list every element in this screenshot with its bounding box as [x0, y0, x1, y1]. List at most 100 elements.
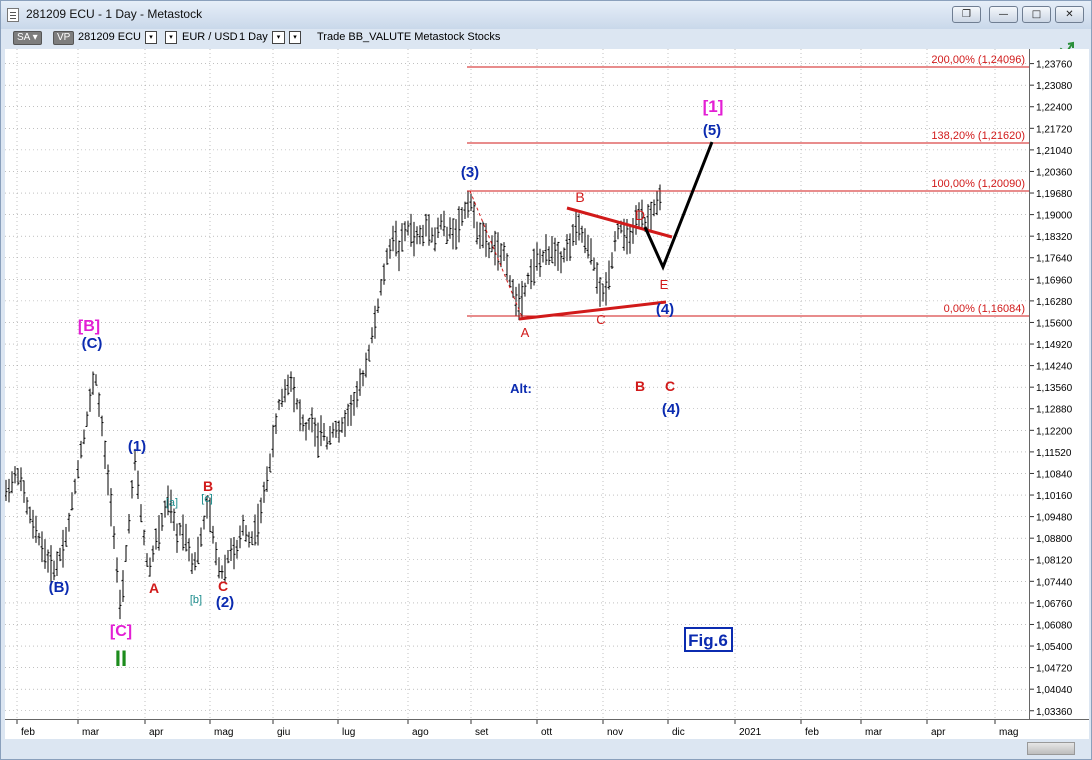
scrollbar-thumb[interactable]: [1027, 742, 1075, 755]
price-bar: [655, 190, 659, 216]
price-bar: [247, 531, 251, 548]
label-B-1: B: [203, 478, 213, 494]
close-button[interactable]: ✕: [1055, 6, 1084, 23]
price-bar: [295, 398, 299, 410]
price-bar: [190, 553, 194, 574]
price-tick-label: 1,18320: [1036, 232, 1073, 243]
label-C-alt: C: [665, 378, 675, 394]
minimize-button[interactable]: —: [989, 6, 1018, 23]
price-bar: [505, 253, 509, 282]
price-bar: [196, 536, 200, 565]
period-dropdown[interactable]: ▾: [272, 31, 285, 44]
label-B-2: B: [575, 189, 584, 205]
price-bar: [307, 417, 311, 430]
price-tick-label: 1,19000: [1036, 211, 1073, 222]
label-B-paren: (B): [49, 579, 70, 596]
price-bar: [418, 225, 422, 245]
price-bar: [274, 413, 278, 434]
price-bar: [145, 553, 149, 567]
price-bar: [316, 422, 320, 458]
price-bar: [7, 478, 11, 503]
label-B-alt: B: [635, 378, 645, 394]
price-bar: [244, 525, 248, 542]
label-C-bracket: [C]: [110, 623, 132, 640]
price-bar: [25, 497, 29, 515]
price-bar: [499, 243, 503, 268]
price-bar: [571, 224, 575, 246]
price-bar: [508, 275, 512, 288]
price-bar: [73, 478, 77, 495]
label-wave-1-bracket: [1]: [703, 97, 724, 116]
pair-dropdown[interactable]: ▾: [165, 31, 177, 44]
price-bar: [82, 429, 86, 445]
price-bar: [214, 542, 218, 566]
maximize-button[interactable]: □: [1022, 6, 1051, 23]
price-bar: [355, 381, 359, 408]
fib-100-label: 100,00% (1,20090): [931, 178, 1025, 190]
price-bar: [331, 422, 335, 438]
r-dropdown[interactable]: ▾: [289, 31, 301, 44]
price-tick-label: 1,14240: [1036, 362, 1073, 373]
pair-label: EUR / USD: [182, 31, 238, 43]
price-bar: [421, 224, 425, 247]
price-bar: [580, 225, 584, 243]
price-tick-label: 1,13560: [1036, 383, 1073, 394]
price-tick-label: 1,06080: [1036, 620, 1073, 631]
price-bar: [31, 509, 35, 539]
title-bar[interactable]: 281209 ECU - 1 Day - Metastock ❐ — □ ✕: [1, 1, 1091, 29]
label-C-2: C: [596, 312, 605, 327]
price-bar: [592, 257, 596, 271]
price-tick-label: 1,11520: [1036, 448, 1072, 459]
price-bar: [358, 368, 362, 396]
price-tick-label: 1,08120: [1036, 556, 1073, 567]
label-wave-2: (2): [216, 594, 234, 611]
vp-button[interactable]: VP: [53, 31, 75, 45]
triangle-upper-line: [566, 206, 673, 239]
price-bar: [472, 201, 476, 229]
price-bar: [340, 417, 344, 433]
price-tick-label: 1,21040: [1036, 146, 1073, 157]
label-wave-3: (3): [461, 164, 479, 181]
toolbar-links[interactable]: Trade BB_VALUTE Metastock Stocks: [317, 31, 501, 43]
price-bar: [370, 327, 374, 344]
price-bar: [406, 220, 410, 236]
price-bar: [124, 545, 128, 562]
price-tick-label: 1,16960: [1036, 275, 1073, 286]
price-chart: 200,00% (1,24096) 138,20% (1,21620) 100,…: [4, 49, 1029, 719]
chart-plot-area[interactable]: 200,00% (1,24096) 138,20% (1,21620) 100,…: [4, 49, 1029, 719]
sa-button[interactable]: SA ▾: [13, 31, 42, 45]
price-bar: [574, 210, 578, 246]
price-bar: [409, 213, 413, 247]
price-bar: [517, 283, 521, 321]
price-bar: [271, 424, 275, 458]
price-bar: [301, 414, 305, 432]
price-bar: [139, 504, 143, 523]
label-C-paren: (C): [82, 335, 103, 352]
price-bar: [322, 422, 326, 441]
label-A-2: A: [521, 325, 530, 340]
price-bar: [526, 272, 530, 285]
price-bar: [277, 399, 281, 411]
price-bar: [16, 468, 20, 486]
price-bar: [562, 247, 566, 263]
price-tick-label: 1,08800: [1036, 534, 1073, 545]
label-C-1: C: [218, 578, 228, 594]
restore-down-button[interactable]: ❐: [952, 6, 981, 23]
date-tick-label: feb: [21, 727, 35, 738]
price-bar: [211, 525, 215, 544]
label-wave-1: (1): [128, 438, 146, 455]
horizontal-scrollbar[interactable]: [5, 740, 1089, 757]
symbol-dropdown[interactable]: ▾: [145, 31, 157, 44]
label-a-small: [a]: [166, 497, 178, 509]
price-bar: [253, 514, 257, 546]
price-bar: [583, 228, 587, 254]
price-bar: [166, 485, 170, 516]
price-bar: [478, 222, 482, 249]
label-wave-5: (5): [703, 122, 721, 139]
price-bar: [493, 230, 497, 266]
price-bar: [544, 234, 548, 265]
label-A-1: A: [149, 580, 159, 596]
price-bar: [352, 392, 356, 416]
price-bar: [202, 515, 206, 530]
